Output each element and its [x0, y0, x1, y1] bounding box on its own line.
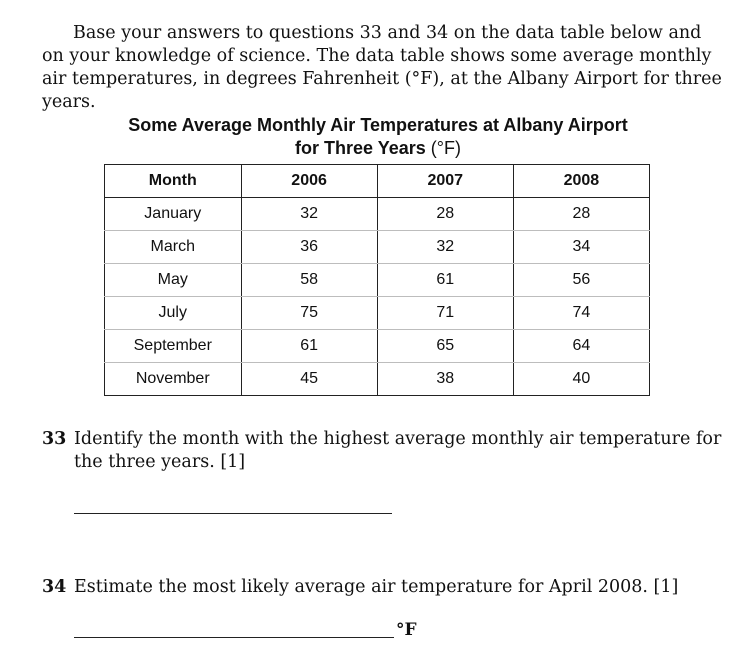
- question-text: Estimate the most likely average air tem…: [74, 577, 679, 597]
- intro-line: years.: [42, 92, 96, 112]
- question-text: Identify the month with the highest aver…: [74, 429, 722, 449]
- question-33: 33 Identify the month with the highest av…: [42, 428, 722, 474]
- table-cell: 28: [512, 197, 651, 231]
- table-row: January 32 28 28: [104, 197, 651, 231]
- table-cell: 75: [240, 296, 378, 330]
- table-title: Some Average Monthly Air Temperatures at…: [128, 115, 628, 135]
- table-cell: 65: [376, 329, 514, 363]
- table-cell: January: [104, 197, 242, 231]
- column-header-2007: 2007: [376, 164, 514, 198]
- intro-line: on your knowledge of science. The data t…: [42, 46, 712, 66]
- column-header-2006: 2006: [240, 164, 378, 198]
- table-header-row: Month 2006 2007 2008: [104, 164, 651, 198]
- question-text-continued: the three years. [1]: [74, 452, 246, 472]
- question-number: 33: [42, 429, 67, 449]
- table-cell: 38: [376, 362, 514, 396]
- answer-line-33[interactable]: [74, 513, 392, 514]
- table-row: July 75 71 74: [104, 296, 651, 330]
- table-cell: 36: [240, 230, 378, 264]
- table-cell: September: [104, 329, 242, 363]
- intro-line: air temperatures, in degrees Fahrenheit …: [42, 69, 722, 89]
- table-row: May 58 61 56: [104, 263, 651, 297]
- table-cell: 61: [240, 329, 378, 363]
- table-cell: 32: [376, 230, 514, 264]
- answer-unit-label: °F: [396, 620, 417, 640]
- table-row: September 61 65 64: [104, 329, 651, 363]
- temperature-table: Month 2006 2007 2008 January 32 28 28 Ma…: [104, 164, 651, 396]
- table-cell: 71: [376, 296, 514, 330]
- table-cell: 32: [240, 197, 378, 231]
- table-cell: November: [104, 362, 242, 396]
- table-cell: July: [104, 296, 242, 330]
- column-header-2008: 2008: [512, 164, 651, 198]
- table-title-line2: for Three Years (°F): [0, 137, 741, 160]
- table-title-unit: (°F): [430, 138, 461, 158]
- table-cell: 28: [376, 197, 514, 231]
- answer-line-34[interactable]: [74, 637, 394, 638]
- table-cell: March: [104, 230, 242, 264]
- table-cell: 45: [240, 362, 378, 396]
- table-cell: 40: [512, 362, 651, 396]
- table-cell: May: [104, 263, 242, 297]
- intro-paragraph: Base your answers to questions 33 and 34…: [42, 22, 722, 114]
- question-number: 34: [42, 577, 67, 597]
- table-cell: 61: [376, 263, 514, 297]
- table-cell: 56: [512, 263, 651, 297]
- table-cell: 64: [512, 329, 651, 363]
- table-cell: 58: [240, 263, 378, 297]
- table-cell: 74: [512, 296, 651, 330]
- table-row: November 45 38 40: [104, 362, 651, 396]
- table-title-text: for Three Years: [295, 138, 426, 158]
- intro-line: Base your answers to questions 33 and 34…: [73, 23, 702, 43]
- column-header-month: Month: [104, 164, 242, 198]
- question-34: 34 Estimate the most likely average air t…: [42, 576, 722, 599]
- table-cell: 34: [512, 230, 651, 264]
- table-row: March 36 32 34: [104, 230, 651, 264]
